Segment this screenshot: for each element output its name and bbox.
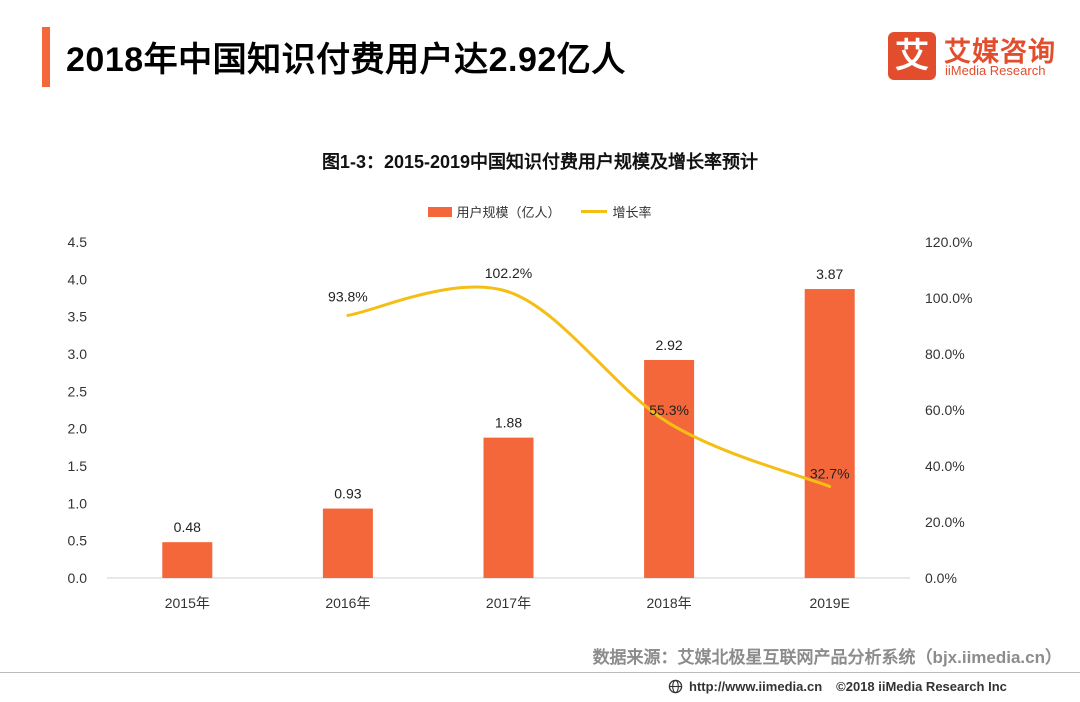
bar-value-label: 0.93 bbox=[334, 486, 361, 502]
title-accent-bar bbox=[42, 27, 50, 87]
logo-mark: 艾 bbox=[888, 32, 936, 80]
legend-label-bars: 用户规模（亿人） bbox=[456, 205, 561, 220]
bar-value-label: 1.88 bbox=[495, 415, 522, 431]
y-right-tick-label: 120.0% bbox=[925, 234, 972, 250]
y-left-tick-label: 4.5 bbox=[68, 234, 88, 250]
bar-value-label: 2.92 bbox=[655, 337, 682, 353]
y-left-tick-label: 3.0 bbox=[68, 346, 88, 362]
chart-legend: 用户规模（亿人） 增长率 bbox=[0, 202, 1080, 221]
footer-url[interactable]: http://www.iimedia.cn bbox=[689, 679, 823, 694]
logo-name-en: iiMedia Research bbox=[945, 63, 1046, 78]
legend-item-line: 增长率 bbox=[580, 202, 652, 221]
iimedia-logo: 艾 艾媒咨询 iiMedia Research bbox=[888, 30, 1063, 82]
legend-label-line: 增长率 bbox=[612, 205, 652, 220]
bar bbox=[162, 542, 213, 578]
chart-title: 图1-3：2015-2019中国知识付费用户规模及增长率预计 bbox=[321, 152, 759, 172]
growth-rate-label: 55.3% bbox=[649, 402, 689, 418]
bar bbox=[644, 359, 695, 578]
x-tick-label: 2015年 bbox=[165, 595, 210, 611]
y-left-tick-label: 0.5 bbox=[68, 533, 88, 549]
chart-plot: 0.0 0.5 1.0 1.5 2.0 2.5 3.0 3.5 4.0 4.5 0.0% 20.0% 4… bbox=[68, 234, 973, 611]
growth-rate-line bbox=[346, 285, 832, 488]
y-left-tick-label: 3.5 bbox=[68, 309, 88, 325]
page-title: 2018年中国知识付费用户达2.92亿人 bbox=[66, 41, 626, 79]
legend-swatch-line bbox=[580, 210, 607, 213]
growth-rate-label: 93.8% bbox=[328, 288, 368, 304]
y-left-tick-label: 1.5 bbox=[68, 458, 88, 474]
growth-rate-label: 32.7% bbox=[810, 465, 850, 481]
y-left-tick-label: 1.0 bbox=[68, 495, 88, 511]
globe-icon bbox=[668, 679, 683, 694]
bar bbox=[322, 508, 373, 578]
x-tick-label: 2016年 bbox=[325, 595, 370, 611]
x-tick-label: 2017年 bbox=[486, 595, 531, 611]
footer-copyright: ©2018 iiMedia Research Inc bbox=[836, 679, 1007, 694]
y-right-tick-label: 40.0% bbox=[925, 458, 965, 474]
y-right-tick-label: 60.0% bbox=[925, 402, 965, 418]
logo-name-cn: 艾媒咨询 bbox=[944, 37, 1056, 67]
bar bbox=[804, 289, 855, 578]
x-tick-label: 2019E bbox=[809, 595, 849, 611]
y-right-tick-label: 80.0% bbox=[925, 346, 965, 362]
x-tick-label: 2018年 bbox=[647, 595, 692, 611]
bar bbox=[483, 437, 534, 578]
y-left-tick-label: 0.0 bbox=[68, 570, 88, 586]
y-left-tick-label: 2.0 bbox=[68, 421, 88, 437]
data-source: 数据来源：艾媒北极星互联网产品分析系统（bjx.iimedia.cn） bbox=[592, 648, 1062, 667]
y-right-tick-label: 0.0% bbox=[925, 570, 957, 586]
growth-rate-label: 102.2% bbox=[485, 265, 532, 281]
footer-divider bbox=[0, 672, 1080, 673]
y-right-tick-label: 100.0% bbox=[925, 290, 972, 306]
bar-value-label: 3.87 bbox=[816, 266, 843, 282]
legend-item-bars: 用户规模（亿人） bbox=[428, 202, 561, 221]
footer: http://www.iimedia.cn ©2018 iiMedia Rese… bbox=[668, 679, 1007, 694]
y-left-tick-label: 2.5 bbox=[68, 383, 88, 399]
y-right-tick-label: 20.0% bbox=[925, 514, 965, 530]
bar-value-label: 0.48 bbox=[174, 519, 201, 535]
y-left-tick-label: 4.0 bbox=[68, 271, 88, 287]
legend-swatch-bar bbox=[428, 206, 453, 217]
